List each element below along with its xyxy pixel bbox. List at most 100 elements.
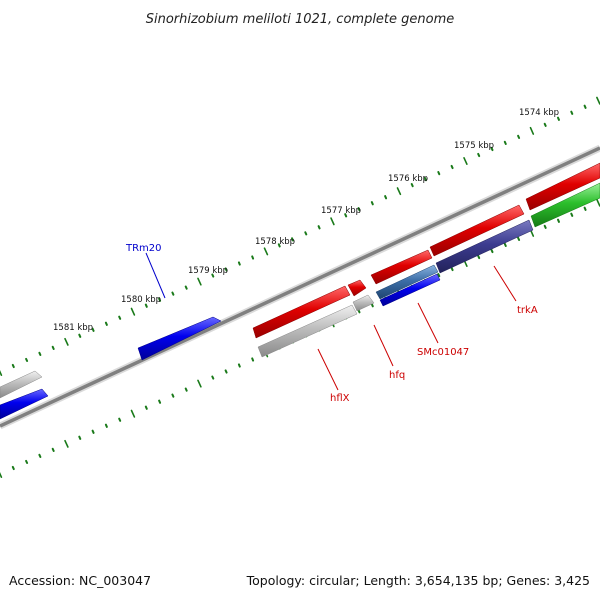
gene-smc01047-reverse-steel[interactable] [375,264,439,300]
tick-label-1579: 1579 kbp [188,266,228,276]
inner-ruler-tick [0,472,3,479]
gene-label-hflx[interactable]: hflX [330,393,350,404]
tick-label-1574: 1574 kbp [519,108,559,118]
outer-ruler-tick [424,177,427,182]
outer-ruler-tick [463,157,468,165]
gene-label-smc01047[interactable]: SMc01047 [417,347,469,358]
outer-ruler-tick [25,357,29,362]
gene-hfq-reverse-arrow[interactable] [352,294,375,312]
inner-ruler-tick [171,393,175,398]
inner-ruler-tick [517,236,521,241]
gene-trka-reverse-arrow[interactable] [435,219,534,274]
inner-ruler-tick [503,242,507,247]
inner-ruler-tick [38,453,42,458]
outer-ruler-tick [477,152,481,158]
outer-ruler-tick [91,327,95,332]
outer-ruler-tick [357,207,361,212]
outer-ruler-tick [450,164,454,170]
gene-forward-left-2[interactable] [0,388,49,420]
inner-ruler-tick [211,375,215,380]
gene-trm20-arrow[interactable] [137,316,222,361]
outer-ruler-tick [184,285,188,290]
inner-ruler-tick [11,465,15,471]
reverse-strand-features [257,182,600,358]
outer-ruler-tick [304,231,308,236]
outer-ruler-tick [197,277,202,286]
outer-ruler-tick [263,247,269,256]
inner-ruler-tick [583,206,587,211]
outer-ruler-tick [384,195,388,200]
gene-smc01047-forward-arrow[interactable] [370,249,433,285]
gene-hflx-forward-arrow[interactable] [252,285,351,339]
inner-ruler-tick [25,459,29,464]
outer-ruler-tick [410,183,414,188]
inner-ruler-tick [51,447,55,452]
outer-ruler-tick [130,307,136,316]
outer-ruler-tick [118,315,122,320]
outer-ruler-tick [171,291,175,296]
outer-ruler-tick [144,303,148,308]
tick-label-1581: 1581 kbp [53,323,93,333]
tick-label-1580: 1580 kbp [121,295,161,305]
inner-ruler-tick [78,435,82,440]
inner-ruler-tick [91,429,95,434]
outer-ruler-tick [158,297,162,302]
outer-tick-marks [0,96,600,377]
gene-forward-left-1[interactable] [0,370,43,399]
outer-ruler-tick [38,351,42,356]
outer-ruler-tick [529,126,535,135]
outer-ruler-tick [570,110,574,115]
gene-label-trka[interactable]: trkA [517,305,538,316]
inner-ruler-tick [144,405,148,410]
outer-ruler-tick [344,213,348,218]
inner-ruler-tick [570,212,574,217]
inner-ruler-tick [237,363,241,368]
gene-labels: TRm20 hflX hfq SMc01047 trkA [125,243,538,404]
gene-forward-right[interactable] [525,162,600,211]
inner-ruler-tick [104,423,108,428]
outer-ruler-tick [517,134,521,139]
outer-ruler-tick [543,122,547,127]
inner-ruler-tick [251,357,255,362]
inner-ruler-tick [557,218,560,223]
outer-ruler-tick [224,267,228,272]
gene-smc01047-reverse-blue[interactable] [379,273,441,307]
gene-hfq-forward-arrow[interactable] [347,279,367,297]
outer-ruler-tick [51,345,55,350]
outer-ruler-tick [211,273,215,278]
outer-ruler-tick [237,261,241,266]
outer-ruler-tick [503,140,507,145]
inner-ruler-tick [437,273,441,278]
outer-ruler-tick [370,201,374,206]
gene-label-trm20[interactable]: TRm20 [125,243,162,254]
accession-label: Accession: NC_003047 [9,573,152,588]
forward-strand-features [0,162,600,420]
gene-trka-forward-arrow[interactable] [429,204,525,257]
outer-ruler-tick [0,370,3,377]
outer-ruler-tick [490,146,494,152]
outer-ruler-tick [251,255,255,260]
outer-ruler-tick [78,333,82,338]
genome-summary-label: Topology: circular; Length: 3,654,135 bp… [246,573,590,588]
inner-ruler-tick [64,439,69,448]
outer-ruler-tick [396,187,402,196]
inner-ruler-tick [184,387,188,392]
inner-ruler-tick [118,417,122,422]
gene-reverse-right-green[interactable] [530,182,600,228]
outer-ruler-tick [557,116,560,121]
gene-hflx-reverse-arrow[interactable] [257,304,358,358]
inner-ruler-tick [490,248,494,254]
outer-ruler-tick [277,243,281,248]
inner-ruler-tick [224,369,228,374]
tick-label-1576: 1576 kbp [388,174,428,184]
gene-label-hfq[interactable]: hfq [389,370,405,381]
map-title: Sinorhizobium meliloti 1021, complete ge… [146,12,455,27]
inner-ruler-tick [543,224,547,229]
inner-ruler-tick [596,198,600,207]
tick-label-1575: 1575 kbp [454,141,494,151]
outer-ruler-tick [11,363,15,369]
outer-ruler-tick [64,337,69,346]
inner-ruler-tick [450,266,454,272]
